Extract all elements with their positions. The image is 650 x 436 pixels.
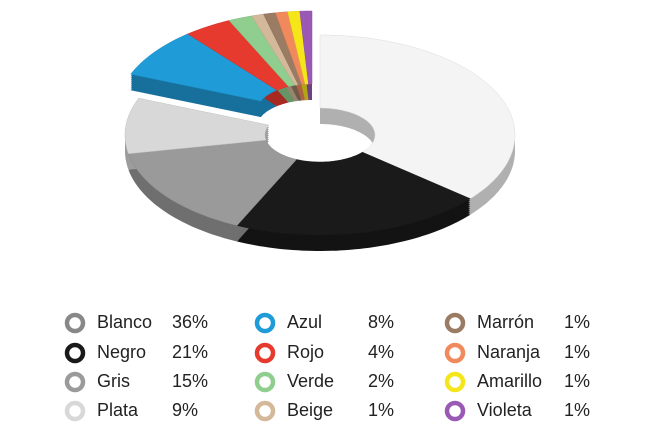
legend-value: 1% [564, 342, 590, 362]
legend-icon [444, 312, 466, 334]
legend-label: Beige [287, 400, 333, 420]
legend-icon [254, 312, 276, 334]
legend-label: Azul [287, 312, 322, 332]
legend-icon [444, 400, 466, 422]
legend-value: 9% [172, 400, 198, 420]
legend-value: 2% [368, 371, 394, 391]
legend-value: 1% [368, 400, 394, 420]
legend-icon [64, 342, 86, 364]
legend-label: Marrón [477, 312, 534, 332]
slice [124, 97, 270, 154]
legend-label: Amarillo [477, 371, 542, 391]
legend-value: 1% [564, 371, 590, 391]
legend-value: 15% [172, 371, 208, 391]
legend-label: Negro [97, 342, 146, 362]
legend-icon [254, 342, 276, 364]
legend-value: 1% [564, 312, 590, 332]
legend-icon [254, 371, 276, 393]
legend-icon [64, 312, 86, 334]
legend-label: Violeta [477, 400, 533, 420]
legend-value: 21% [172, 342, 208, 362]
legend-value: 8% [368, 312, 394, 332]
legend-icon [64, 371, 86, 393]
legend-label: Gris [97, 371, 130, 391]
legend-value: 36% [172, 312, 208, 332]
slice [299, 10, 313, 85]
legend-label: Plata [97, 400, 139, 420]
legend-value: 1% [564, 400, 590, 420]
legend-icon [254, 400, 276, 422]
legend-icon [444, 371, 466, 393]
legend-icon [444, 342, 466, 364]
legend-label: Naranja [477, 342, 541, 362]
legend-label: Blanco [97, 312, 152, 332]
legend-label: Rojo [287, 342, 324, 362]
legend-value: 4% [368, 342, 394, 362]
legend-icon [64, 400, 86, 422]
legend-label: Verde [287, 371, 334, 391]
